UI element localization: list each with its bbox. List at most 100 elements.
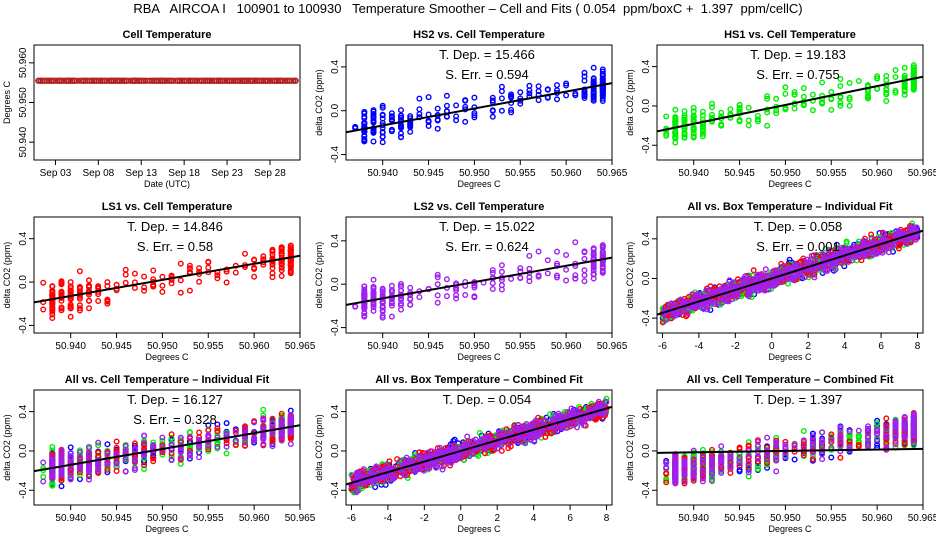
data-point-cell — [267, 77, 274, 84]
data-point-ls2 — [159, 434, 166, 441]
data-point-hs2 — [379, 104, 386, 111]
x-tick-label: Sep 08 — [83, 168, 115, 179]
data-point-ls2 — [544, 257, 551, 264]
data-point-hs1 — [901, 64, 908, 71]
x-tick-label: 0 — [769, 341, 775, 352]
data-point-ls2 — [554, 272, 561, 279]
data-point-ls1 — [278, 273, 285, 280]
data-point-ls2 — [232, 429, 239, 436]
data-point-ls2 — [370, 301, 377, 308]
data-point-hs1 — [865, 92, 872, 99]
data-point-hs2 — [434, 105, 441, 112]
data-point-ls2 — [131, 464, 138, 471]
data-point-ls2 — [489, 286, 496, 293]
data-point-ls2 — [67, 449, 74, 456]
data-point-ls1 — [58, 307, 65, 314]
data-point-ls2 — [49, 475, 56, 482]
y-tick-label: 0.4 — [641, 59, 652, 73]
data-point-cell — [286, 77, 293, 84]
data-point-ls2 — [379, 307, 386, 314]
y-tick-label: 0.4 — [641, 231, 652, 245]
y-tick-label: 50.940 — [18, 126, 29, 157]
data-point-ls2 — [361, 312, 368, 319]
x-tick-label: 50.955 — [816, 168, 847, 179]
panel-title: Cell Temperature — [122, 29, 211, 41]
panel-title: LS2 vs. Cell Temperature — [414, 201, 545, 213]
data-point-ls2 — [370, 276, 377, 283]
data-point-ls2 — [85, 444, 92, 451]
data-point-hs1 — [791, 89, 798, 96]
data-point-ls2 — [251, 419, 258, 426]
data-point-ls2 — [379, 304, 386, 311]
data-point-cell — [56, 77, 63, 84]
data-point-hs2 — [508, 94, 515, 101]
data-point-ls1 — [40, 279, 47, 286]
fit-annotation: S. Err. = 0.001 — [756, 239, 839, 254]
data-point-ls2 — [370, 307, 377, 314]
data-point-ls1 — [750, 267, 757, 274]
data-point-ls1 — [49, 315, 56, 322]
data-point-hs1 — [822, 245, 829, 252]
data-point-ls2 — [554, 274, 561, 281]
data-point-ls2 — [544, 270, 551, 277]
points-group — [657, 62, 923, 146]
data-point-hs1 — [768, 285, 775, 292]
data-point-hs1 — [76, 452, 83, 459]
data-point-ls2 — [709, 289, 716, 296]
data-point-hs2 — [498, 107, 505, 114]
figure-title: RBA AIRCOA I 100901 to 100930 Temperatur… — [133, 1, 803, 16]
fit-annotation: T. Dep. = 19.183 — [750, 47, 846, 62]
data-point-cell — [219, 77, 226, 84]
data-point-ls1 — [232, 269, 239, 276]
data-point-ls1 — [278, 267, 285, 274]
data-point-cell — [48, 77, 55, 84]
data-point-hs2 — [453, 117, 460, 124]
data-point-hs2 — [443, 92, 450, 99]
y-tick-label: 0.0 — [18, 275, 29, 289]
data-point-hs2 — [370, 138, 377, 145]
data-point-hs1 — [846, 102, 853, 109]
panel-all-vs-box-combined: All vs. Box Temperature – Combined Fit-6… — [314, 374, 613, 534]
data-point-ls2 — [745, 293, 752, 300]
data-point-cell — [114, 77, 121, 84]
data-point-hs1 — [901, 91, 908, 98]
data-point-ls2 — [819, 250, 826, 257]
data-point-hs1 — [690, 112, 697, 119]
data-point-ls2 — [260, 417, 267, 424]
data-point-hs1 — [745, 122, 752, 129]
data-point-ls2 — [498, 268, 505, 275]
data-point-hs2 — [599, 95, 606, 102]
x-tick-label: 50.940 — [678, 168, 709, 179]
data-point-ls1 — [85, 277, 92, 284]
data-point-ls2 — [508, 275, 515, 282]
data-point-ls2 — [361, 290, 368, 297]
data-point-hs1 — [663, 113, 670, 120]
data-point-ls2 — [434, 271, 441, 278]
data-point-ls2 — [498, 286, 505, 293]
fit-annotation: S. Err. = 0.328 — [133, 412, 216, 427]
data-point-hs1 — [843, 238, 850, 245]
data-point-hs2 — [398, 107, 405, 114]
data-point-ls2 — [407, 296, 414, 303]
x-tick-label: 50.945 — [724, 168, 755, 179]
data-point-hs2 — [599, 92, 606, 99]
data-point-hs1 — [782, 105, 789, 112]
fit-annotation: T. Dep. = 0.058 — [754, 219, 843, 234]
data-point-ls1 — [76, 469, 83, 476]
data-point-ls2 — [599, 244, 606, 251]
data-point-ls2 — [526, 274, 533, 281]
data-point-hs2 — [526, 90, 533, 97]
data-point-hs1 — [672, 135, 679, 142]
data-point-ls2 — [131, 447, 138, 454]
data-point-ls2 — [205, 442, 212, 449]
data-point-hs1 — [672, 131, 679, 138]
x-tick-label: 50.955 — [505, 341, 536, 352]
data-point-ls1 — [67, 313, 74, 320]
data-point-ls2 — [864, 250, 871, 257]
data-point-hs1 — [901, 84, 908, 91]
data-point-ls1 — [214, 275, 221, 282]
data-point-ls1 — [214, 272, 221, 279]
fit-annotation: S. Err. = 0.624 — [445, 239, 528, 254]
data-point-ls2 — [903, 236, 910, 243]
